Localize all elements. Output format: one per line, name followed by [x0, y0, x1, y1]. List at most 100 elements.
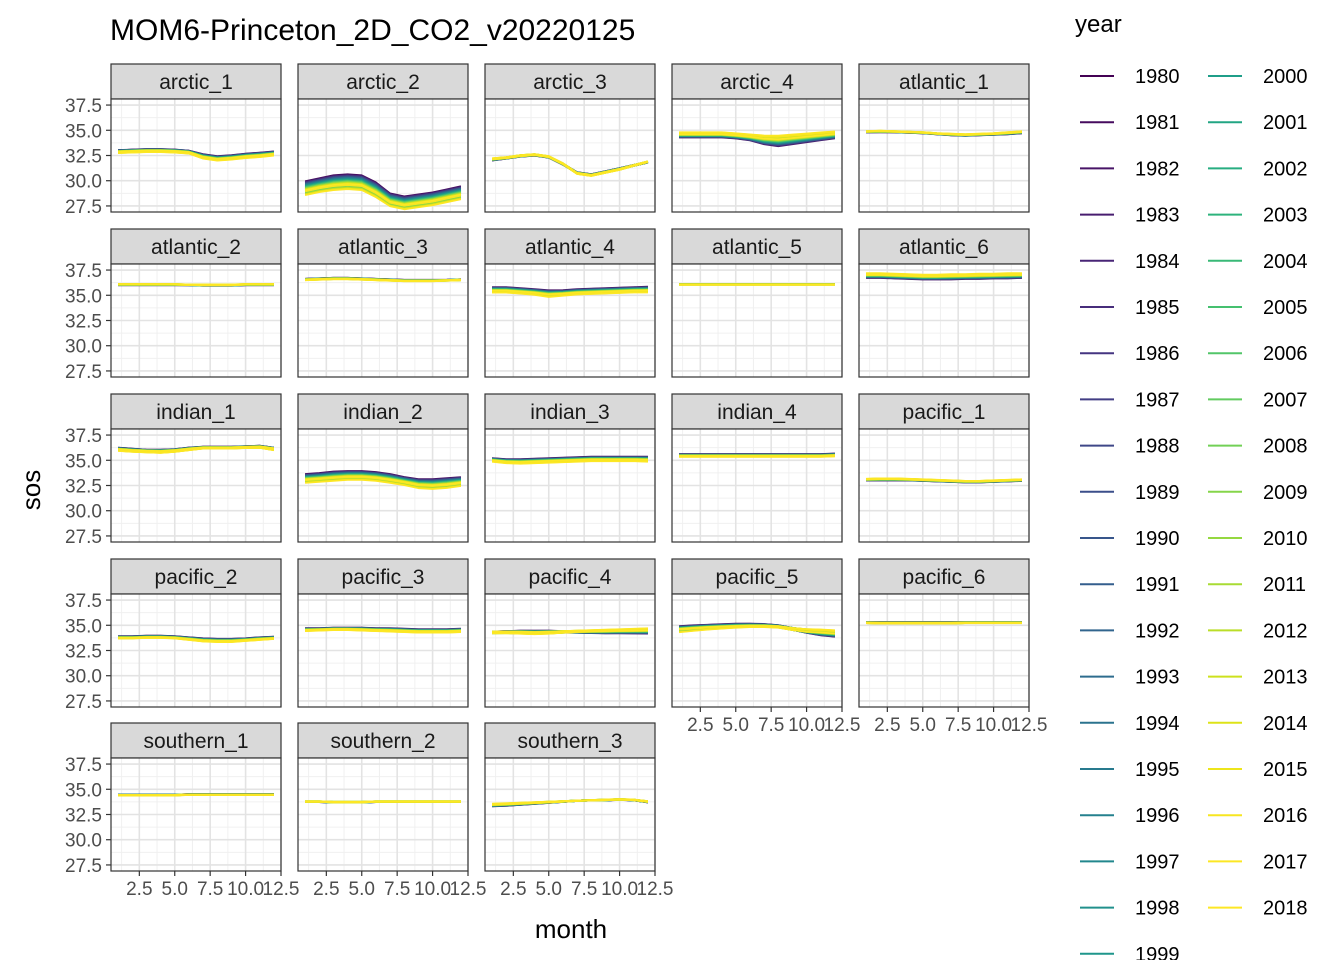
facet-strip	[484, 63, 656, 100]
series-line	[305, 800, 461, 803]
series-line	[492, 291, 648, 298]
x-tick-label: 12.5	[1011, 715, 1048, 736]
series-line	[304, 183, 462, 206]
facet-strip-label: indian_4	[717, 401, 797, 424]
series-line	[679, 133, 835, 140]
facet-strip-label: atlantic_6	[899, 236, 989, 259]
facet-panel-atlantic_4: atlantic_4	[484, 228, 656, 378]
legend-label: 1994	[1135, 713, 1180, 735]
x-tick-label: 2.5	[126, 879, 152, 900]
legend-item: 1988	[1080, 436, 1180, 458]
x-tick-label: 5.0	[910, 715, 936, 736]
legend-label: 1985	[1135, 297, 1180, 319]
legend-item: 2017	[1208, 851, 1308, 873]
y-tick-label: 32.5	[65, 477, 102, 498]
series-line	[866, 129, 1022, 135]
panel-border	[484, 757, 656, 872]
series-line	[118, 283, 274, 286]
series-line	[118, 149, 274, 160]
panel-border	[297, 98, 469, 213]
y-tick-label: 30.0	[65, 502, 102, 523]
x-tick-label: 10.0	[601, 879, 638, 900]
facet-strip-label: arctic_3	[533, 71, 607, 94]
x-tick-label: 12.5	[263, 879, 300, 900]
facet-strip	[671, 63, 843, 100]
facet-panel-indian_3: indian_3	[484, 393, 656, 543]
facet-panel-pacific_1: pacific_1	[858, 393, 1030, 543]
facet-strip-label: atlantic_4	[525, 236, 615, 259]
series-line	[305, 277, 461, 282]
y-tick-label: 30.0	[65, 667, 102, 688]
legend-label: 1998	[1135, 898, 1180, 920]
legend-item: 2000	[1208, 66, 1308, 88]
facet-strip	[110, 558, 282, 595]
y-tick-label: 27.5	[65, 692, 102, 713]
legend-item: 2002	[1208, 158, 1308, 180]
facet-strip	[297, 558, 469, 595]
series-line	[305, 628, 461, 632]
legend-item: 2011	[1208, 574, 1306, 596]
facet-panels: arctic_1 27.5 30.0 32.5 35.0 37.5 arctic_2 arct…	[65, 63, 1048, 900]
legend-label: 2011	[1263, 574, 1306, 596]
panel-border	[858, 263, 1030, 378]
facet-strip	[110, 722, 282, 759]
panel-border	[297, 757, 469, 872]
y-tick-label: 32.5	[65, 806, 102, 827]
series-line	[118, 447, 275, 454]
legend-label: 1988	[1135, 436, 1180, 458]
x-tick-label: 10.0	[975, 715, 1012, 736]
panel-border	[297, 428, 469, 543]
facet-strip	[110, 63, 282, 100]
legend-label: 1996	[1135, 805, 1180, 827]
series-line	[305, 801, 461, 804]
legend-label: 2002	[1263, 158, 1308, 180]
legend-label: 2005	[1263, 297, 1308, 319]
x-tick-label: 5.0	[723, 715, 749, 736]
legend-title: year	[1075, 11, 1122, 38]
panel-border	[484, 593, 656, 708]
legend-item: 1995	[1080, 759, 1180, 781]
facet-strip	[484, 558, 656, 595]
legend-item: 2009	[1208, 482, 1308, 504]
legend-label: 1989	[1135, 482, 1180, 504]
legend-item: 1993	[1080, 667, 1180, 689]
series-line	[305, 629, 461, 634]
series-line	[679, 626, 835, 635]
x-tick-label: 12.5	[824, 715, 861, 736]
series-line	[118, 636, 274, 642]
panel-border	[671, 593, 843, 708]
legend-label: 1990	[1135, 528, 1180, 550]
legend-item: 2007	[1208, 389, 1308, 411]
legend-item: 1996	[1080, 805, 1180, 827]
facet-panel-southern_3: southern_3 2.5 5.0 7.5 10.012.5	[484, 722, 673, 900]
facet-panel-indian_4: indian_4	[671, 393, 843, 543]
series-line	[679, 454, 835, 457]
legend-item: 2008	[1208, 436, 1308, 458]
legend-item: 1990	[1080, 528, 1180, 550]
y-tick-label: 35.0	[65, 780, 102, 801]
x-axis-label: month	[535, 914, 607, 944]
panel-border	[671, 98, 843, 213]
panel-border	[297, 593, 469, 708]
facet-panel-atlantic_3: atlantic_3	[297, 228, 469, 378]
facet-strip	[110, 228, 282, 265]
legend-item: 2012	[1208, 620, 1308, 642]
series-line	[304, 184, 462, 207]
facet-strip-label: atlantic_3	[338, 236, 428, 259]
legend-label: 2003	[1263, 205, 1308, 227]
series-line	[492, 799, 649, 806]
legend-label: 2010	[1263, 528, 1308, 550]
legend-item: 2014	[1208, 713, 1308, 735]
facet-panel-atlantic_5: atlantic_5	[671, 228, 843, 378]
panel-border	[297, 263, 469, 378]
series-line	[305, 278, 461, 283]
facet-strip	[671, 228, 843, 265]
legend-label: 1981	[1135, 112, 1180, 134]
y-tick-label: 37.5	[65, 591, 102, 612]
series-line	[679, 624, 835, 631]
legend-item: 1989	[1080, 482, 1180, 504]
legend-item: 2003	[1208, 205, 1308, 227]
facet-strip-label: pacific_5	[716, 566, 799, 589]
legend: year 19801981198219831984198519861987198…	[1075, 11, 1308, 960]
